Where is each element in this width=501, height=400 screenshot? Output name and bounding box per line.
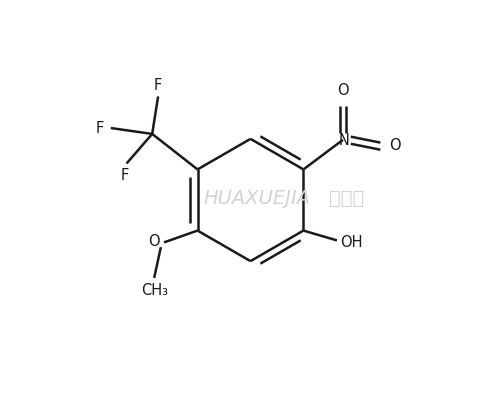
Text: F: F bbox=[154, 78, 162, 92]
Text: F: F bbox=[95, 120, 104, 136]
Text: O: O bbox=[337, 84, 349, 98]
Text: F: F bbox=[120, 168, 129, 183]
Text: HUAXUEJIA: HUAXUEJIA bbox=[203, 188, 310, 208]
Text: 化学加: 化学加 bbox=[329, 188, 365, 208]
Text: O: O bbox=[389, 138, 401, 153]
Text: CH₃: CH₃ bbox=[141, 283, 168, 298]
Text: N: N bbox=[339, 133, 350, 148]
Text: O: O bbox=[148, 234, 160, 249]
Text: OH: OH bbox=[340, 235, 363, 250]
